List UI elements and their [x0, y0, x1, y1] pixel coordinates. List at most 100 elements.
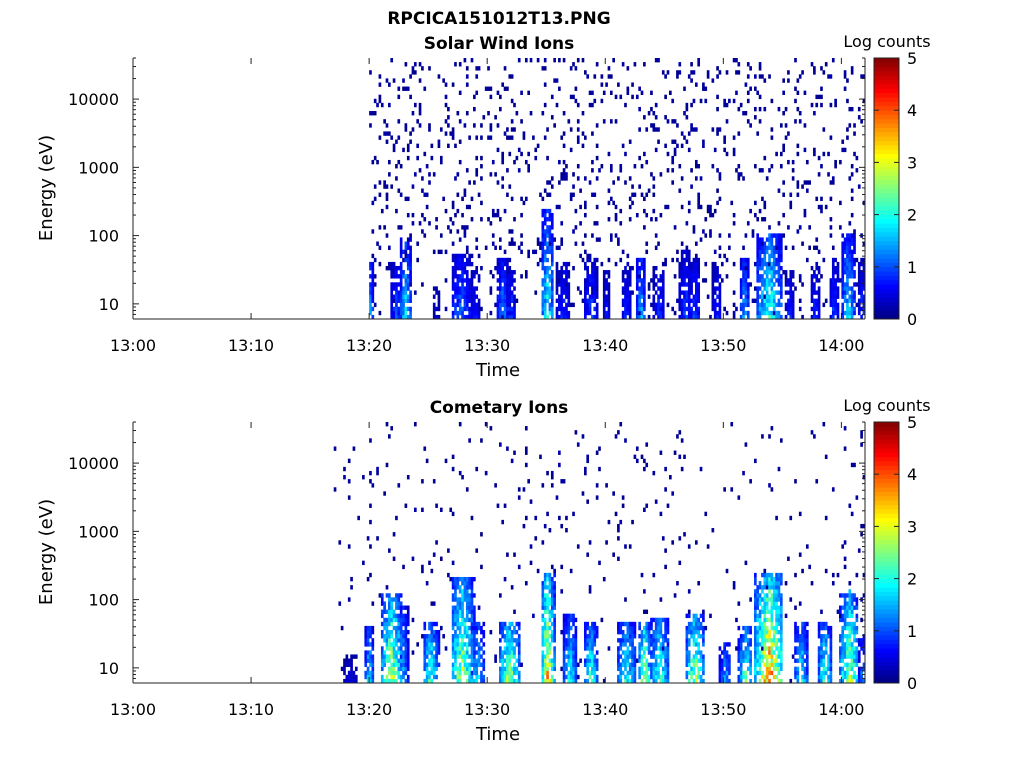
heatmap-cell: [543, 625, 547, 631]
heatmap-cell: [451, 310, 455, 316]
heatmap-cell: [480, 164, 483, 169]
heatmap-cell: [553, 638, 556, 643]
heatmap-cell: [659, 290, 663, 295]
heatmap-cell: [699, 204, 703, 210]
heatmap-cell: [808, 180, 811, 185]
heatmap-cell: [834, 282, 837, 287]
heatmap-cell: [737, 666, 741, 672]
heatmap-cell: [713, 261, 717, 267]
heatmap-cell: [772, 265, 776, 271]
heatmap-cell: [643, 609, 646, 614]
heatmap-cell: [805, 654, 809, 659]
heatmap-cell: [399, 609, 403, 614]
heatmap-cell: [763, 306, 767, 312]
heatmap-cell: [848, 613, 852, 619]
heatmap-cell: [584, 642, 587, 647]
heatmap-cell: [558, 306, 561, 312]
heatmap-cell: [857, 658, 861, 663]
heatmap-cell: [723, 658, 726, 663]
heatmap-cell: [388, 634, 391, 639]
heatmap-cell: [791, 270, 795, 275]
heatmap-cell: [770, 426, 774, 431]
heatmap-cell: [454, 642, 457, 647]
heatmap-cell: [846, 290, 849, 295]
heatmap-cell: [465, 585, 469, 590]
heatmap-cell: [680, 298, 684, 303]
heatmap-cell: [345, 674, 349, 680]
heatmap-cell: [624, 302, 627, 308]
heatmap-cell: [432, 621, 436, 627]
heatmap-cell: [711, 282, 715, 287]
heatmap-cell: [855, 629, 859, 635]
heatmap-cell: [803, 666, 807, 672]
heatmap-cell: [576, 102, 580, 108]
heatmap-cell: [661, 654, 665, 659]
heatmap-cell: [565, 294, 568, 299]
heatmap-cell: [399, 646, 403, 651]
heatmap-cell: [732, 302, 736, 308]
heatmap-cell: [482, 634, 486, 639]
heatmap-cell: [383, 225, 386, 230]
heatmap-cell: [402, 86, 405, 91]
heatmap-cell: [850, 666, 854, 672]
heatmap-cell: [657, 139, 660, 144]
heatmap-cell: [789, 597, 793, 602]
heatmap-cell: [798, 74, 802, 79]
heatmap-cell: [862, 650, 866, 655]
heatmap-cell: [392, 298, 396, 303]
heatmap-cell: [496, 265, 500, 271]
heatmap-cell: [848, 176, 852, 181]
heatmap-cell: [756, 253, 760, 259]
heatmap-cell: [444, 131, 448, 136]
heatmap-cell: [798, 511, 802, 517]
heatmap-cell: [558, 450, 561, 455]
heatmap-cell: [626, 294, 630, 299]
heatmap-cell: [657, 638, 660, 643]
heatmap-cell: [761, 274, 764, 279]
heatmap-cell: [567, 662, 571, 667]
heatmap-cell: [397, 274, 401, 279]
heatmap-cell: [699, 176, 703, 181]
heatmap-cell: [697, 658, 701, 663]
heatmap-cell: [860, 617, 863, 623]
heatmap-cell: [501, 634, 505, 639]
heatmap-cell: [595, 650, 599, 655]
heatmap-cell: [739, 666, 743, 672]
heatmap-cell: [550, 225, 554, 230]
heatmap-cell: [846, 654, 849, 659]
heatmap-cell: [765, 625, 769, 631]
heatmap-cell: [813, 70, 816, 75]
heatmap-cell: [388, 601, 391, 606]
heatmap-cell: [817, 172, 821, 177]
heatmap-cell: [862, 241, 866, 246]
heatmap-cell: [732, 58, 736, 63]
heatmap-cell: [779, 613, 783, 619]
heatmap-cell: [732, 212, 736, 218]
heatmap-cell: [499, 314, 502, 320]
heatmap-cell: [508, 184, 512, 189]
heatmap-cell: [621, 249, 625, 255]
heatmap-cell: [406, 674, 410, 680]
heatmap-cell: [744, 257, 748, 263]
heatmap-cell: [834, 257, 837, 263]
heatmap-cell: [581, 58, 585, 63]
heatmap-cell: [456, 282, 460, 287]
heatmap-cell: [777, 609, 781, 614]
heatmap-cell: [860, 261, 863, 267]
heatmap-cell: [463, 662, 467, 667]
heatmap-cell: [692, 642, 696, 647]
heatmap-cell: [619, 257, 623, 263]
heatmap-cell: [831, 487, 835, 492]
heatmap-cell: [447, 106, 450, 112]
heatmap-cell: [347, 544, 351, 549]
heatmap-cell: [510, 638, 514, 643]
heatmap-cell: [624, 265, 627, 271]
heatmap-cell: [385, 422, 389, 427]
heatmap-cell: [784, 270, 788, 275]
heatmap-cell: [765, 658, 769, 663]
heatmap-cell: [624, 290, 627, 295]
heatmap-cell: [754, 658, 757, 663]
heatmap-cell: [853, 294, 856, 299]
heatmap-cell: [406, 609, 410, 614]
heatmap-cell: [614, 217, 618, 222]
